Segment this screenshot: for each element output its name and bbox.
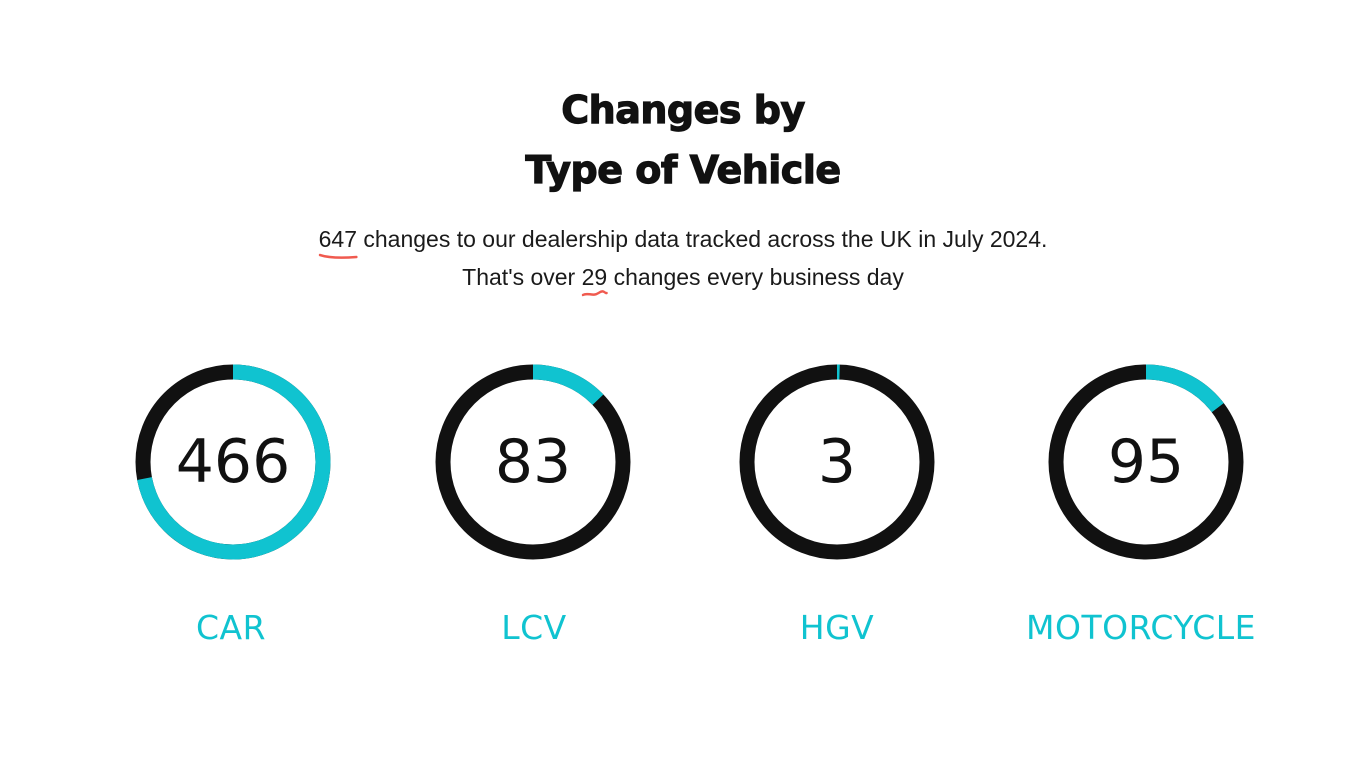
summary-line2: That's over 29 changes every business da…	[0, 264, 1366, 297]
summary-line2-prefix: That's over	[462, 264, 582, 290]
ring-chart-motorcycle	[1048, 364, 1244, 560]
gauge-car: 466	[135, 364, 331, 560]
total-changes-value: 647	[318, 226, 357, 252]
total-changes-highlight: 647	[318, 226, 358, 259]
ring-progress	[739, 364, 935, 560]
lcv-label: LCV	[501, 608, 567, 647]
hgv-label: HGV	[799, 608, 875, 647]
ring-progress	[1048, 364, 1244, 560]
page-title-line1: Changes by	[561, 87, 806, 132]
summary-line1-text: changes to our dealership data tracked a…	[356, 226, 1048, 252]
gauge-lcv: 83	[435, 364, 631, 560]
ring-progress	[135, 364, 331, 560]
car-label: CAR	[195, 608, 267, 647]
gauge-motorcycle: 95	[1048, 364, 1244, 560]
car-count: 466	[175, 427, 291, 497]
underline-squiggle	[581, 290, 608, 297]
ring-chart-car	[135, 364, 331, 560]
ring-chart-lcv	[435, 364, 631, 560]
per-day-value: 29	[581, 264, 608, 290]
motorcycle-count: 95	[1107, 427, 1185, 497]
per-day-highlight: 29	[581, 264, 608, 297]
ring-progress	[435, 364, 631, 560]
page-title-line2: Type of Vehicle	[525, 147, 842, 192]
motorcycle-label: MOTORCYCLE	[1026, 608, 1256, 647]
lcv-count: 83	[494, 427, 572, 497]
gauge-hgv: 3	[739, 364, 935, 560]
summary-line1: 647 changes to our dealership data track…	[0, 226, 1366, 259]
ring-chart-hgv	[739, 364, 935, 560]
hgv-count: 3	[817, 427, 857, 497]
underline-squiggle	[318, 253, 358, 259]
summary-line2-suffix: changes every business day	[607, 264, 904, 290]
